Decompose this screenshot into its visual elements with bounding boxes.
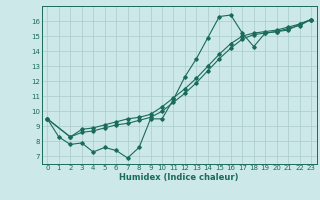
X-axis label: Humidex (Indice chaleur): Humidex (Indice chaleur) — [119, 173, 239, 182]
